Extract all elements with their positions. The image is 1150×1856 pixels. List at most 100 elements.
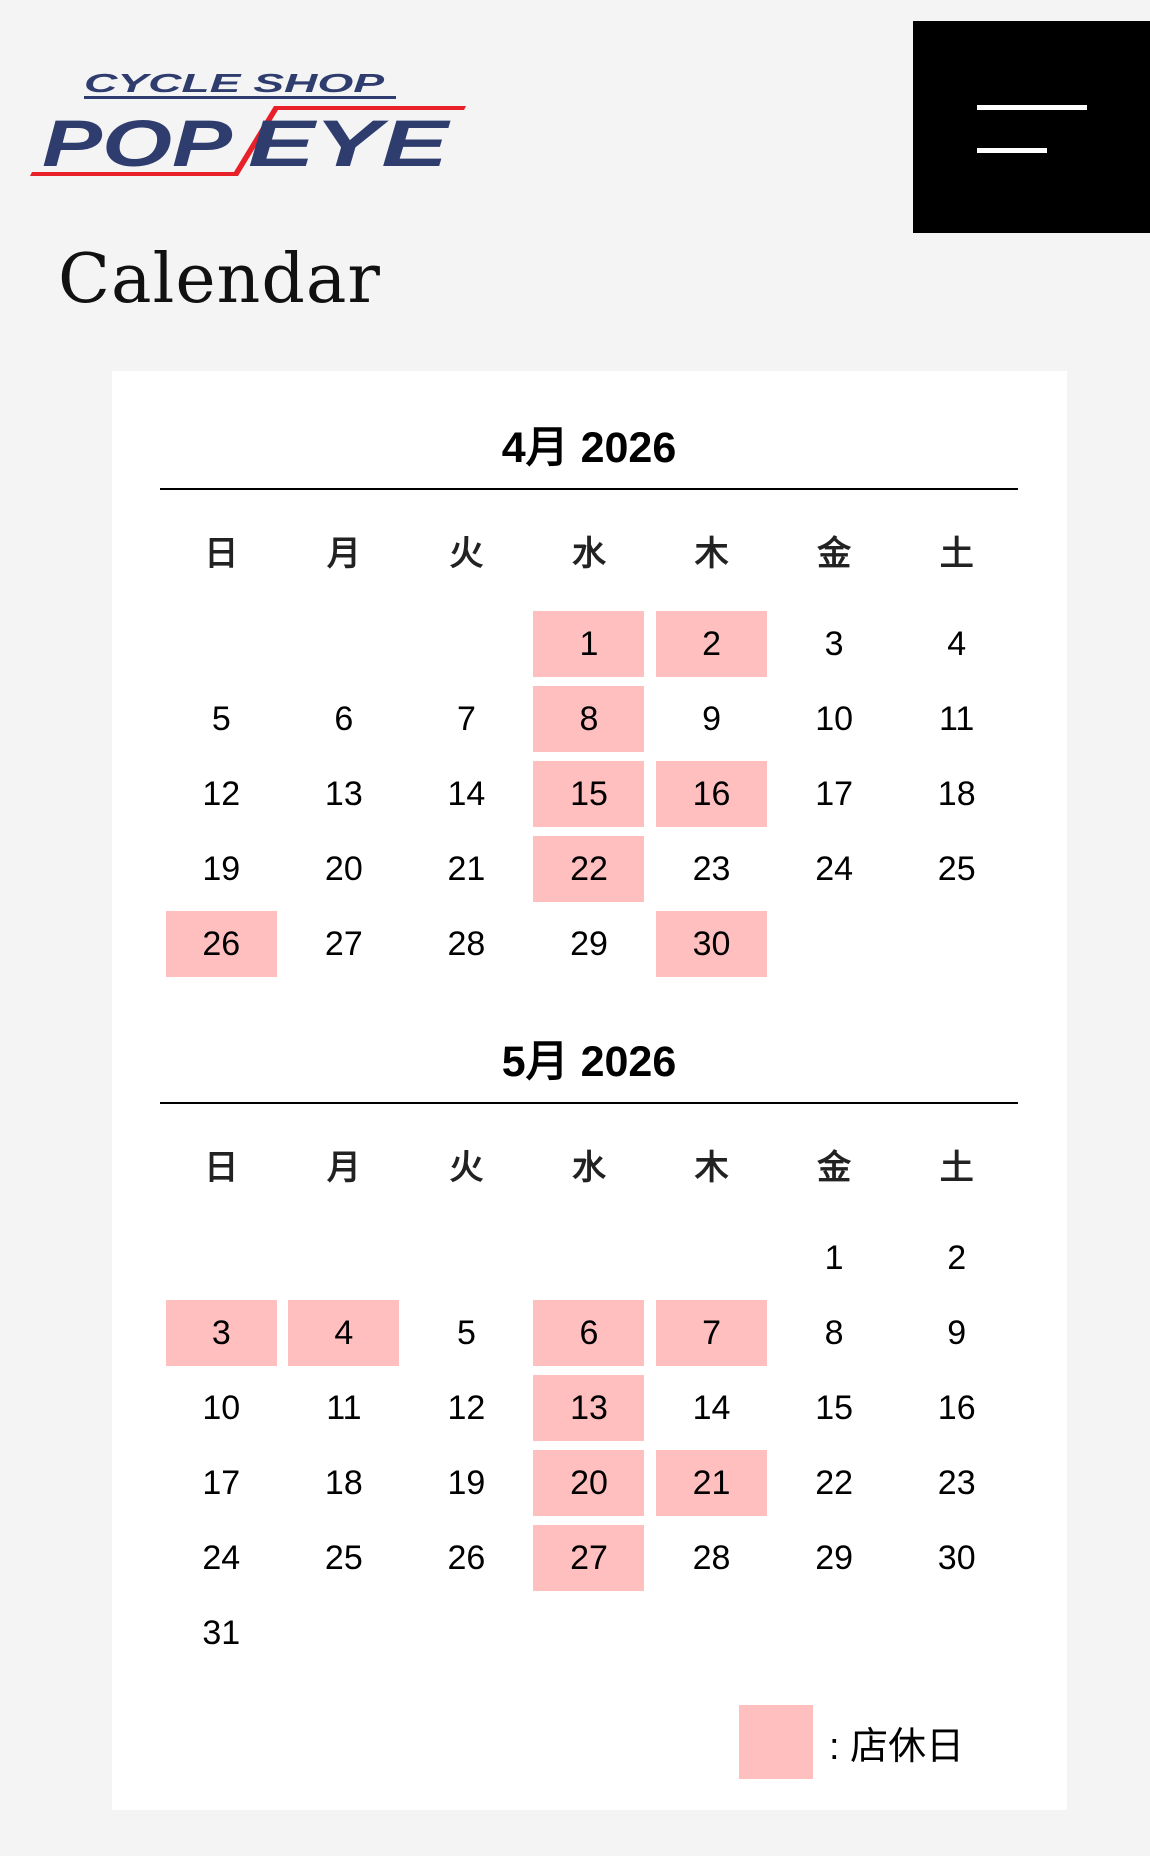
day-cell: 7 [405, 681, 528, 756]
day-cell: 27 [528, 1520, 651, 1595]
day-cell: 20 [283, 831, 406, 906]
day-number: 13 [324, 774, 363, 813]
closed-swatch [739, 1705, 813, 1779]
day-cell: 13 [528, 1370, 651, 1445]
closed-day: 3 [165, 1299, 277, 1366]
day-number: 28 [692, 1538, 731, 1577]
day-cell: 31 [160, 1595, 283, 1670]
day-number: 25 [937, 849, 976, 888]
hamburger-icon [977, 105, 1087, 110]
weekday-label: 土 [939, 535, 974, 573]
day-number: 9 [702, 699, 722, 738]
day-cell: 27 [283, 906, 406, 981]
day-number: 23 [692, 849, 731, 888]
month-may: 5月 2026 日月火水木金土 1 2 3 4 5 6 7 8 9 10 11 12 13 14 15 16 1… [160, 1035, 1018, 1670]
weekday-label: 水 [571, 1149, 606, 1187]
day-number: 10 [815, 699, 854, 738]
empty-cell [405, 606, 528, 681]
closed-day: 6 [533, 1299, 645, 1366]
weekday-label: 月 [326, 535, 361, 573]
day-cell: 18 [283, 1445, 406, 1520]
day-number: 18 [937, 774, 976, 813]
closed-day: 22 [533, 835, 645, 902]
day-number: 21 [447, 849, 486, 888]
day-cell: 23 [650, 831, 773, 906]
day-number: 15 [815, 1388, 854, 1427]
weekday-label: 日 [204, 535, 239, 573]
day-number: 28 [447, 924, 486, 963]
day-cell: 24 [773, 831, 896, 906]
closed-day: 20 [533, 1449, 645, 1516]
day-number: 29 [570, 924, 608, 963]
weekday-label: 水 [571, 535, 606, 573]
day-grid: 1 2 3 4 5 6 7 8 9 10 11 12 13 14 15 16 17 18 19 20 21 22 23 24 2… [160, 606, 1018, 981]
day-number: 10 [202, 1388, 241, 1427]
day-cell: 23 [895, 1445, 1018, 1520]
empty-cell [650, 1220, 773, 1295]
day-cell: 25 [283, 1520, 406, 1595]
svg-text:EYE: EYE [248, 106, 451, 178]
day-number: 3 [824, 624, 844, 663]
weekday-header: 日月火水木金土 [160, 524, 1018, 584]
empty-cell [405, 1220, 528, 1295]
day-cell: 16 [895, 1370, 1018, 1445]
day-cell: 22 [773, 1445, 896, 1520]
day-number: 29 [815, 1538, 854, 1577]
day-cell: 16 [650, 756, 773, 831]
day-number: 11 [939, 699, 975, 738]
day-cell: 26 [160, 906, 283, 981]
day-cell: 30 [650, 906, 773, 981]
day-cell: 20 [528, 1445, 651, 1520]
closed-day: 4 [288, 1299, 400, 1366]
weekday-label: 月 [326, 1149, 361, 1187]
day-number: 27 [324, 924, 363, 963]
day-cell: 26 [405, 1520, 528, 1595]
day-cell: 19 [160, 831, 283, 906]
day-number: 5 [211, 699, 231, 738]
empty-cell [160, 606, 283, 681]
day-cell: 29 [528, 906, 651, 981]
day-number: 14 [447, 774, 486, 813]
weekday-label: 木 [694, 535, 729, 573]
day-cell: 10 [773, 681, 896, 756]
day-cell: 14 [405, 756, 528, 831]
day-cell: 4 [283, 1295, 406, 1370]
day-number: 1 [824, 1238, 844, 1277]
day-cell: 8 [528, 681, 651, 756]
day-cell: 14 [650, 1370, 773, 1445]
day-cell: 19 [405, 1445, 528, 1520]
day-cell: 3 [160, 1295, 283, 1370]
empty-cell [160, 1220, 283, 1295]
day-number: 26 [447, 1538, 486, 1577]
weekday-label: 火 [449, 535, 484, 573]
empty-cell [528, 1220, 651, 1295]
day-cell: 28 [405, 906, 528, 981]
day-cell: 13 [283, 756, 406, 831]
day-grid: 1 2 3 4 5 6 7 8 9 10 11 12 13 14 15 16 17 18 19 20 21 22 23 24 2… [160, 1220, 1018, 1670]
day-number: 24 [202, 1538, 241, 1577]
logo[interactable]: CYCLE SHOP POP EYE [28, 66, 468, 180]
menu-button[interactable] [913, 21, 1150, 233]
day-number: 9 [947, 1313, 967, 1352]
svg-text:POP: POP [42, 106, 233, 178]
day-number: 19 [447, 1463, 486, 1502]
day-number: 23 [937, 1463, 976, 1502]
day-cell: 8 [773, 1295, 896, 1370]
day-cell: 25 [895, 831, 1018, 906]
closed-day: 21 [656, 1449, 768, 1516]
empty-cell [283, 1220, 406, 1295]
day-number: 4 [947, 624, 967, 663]
day-cell: 18 [895, 756, 1018, 831]
month-april: 4月 2026 日月火水木金土 1 2 3 4 5 6 7 8 9 10 11 12 13 14 15 16 1… [160, 421, 1018, 981]
day-cell: 15 [773, 1370, 896, 1445]
day-cell: 12 [405, 1370, 528, 1445]
day-cell: 21 [650, 1445, 773, 1520]
day-cell: 12 [160, 756, 283, 831]
svg-text:CYCLE SHOP: CYCLE SHOP [84, 68, 385, 98]
closed-day: 1 [533, 610, 645, 677]
day-cell: 24 [160, 1520, 283, 1595]
month-title: 5月 2026 [501, 1038, 677, 1086]
day-cell: 9 [650, 681, 773, 756]
weekday-label: 火 [449, 1149, 484, 1187]
day-cell: 1 [773, 1220, 896, 1295]
